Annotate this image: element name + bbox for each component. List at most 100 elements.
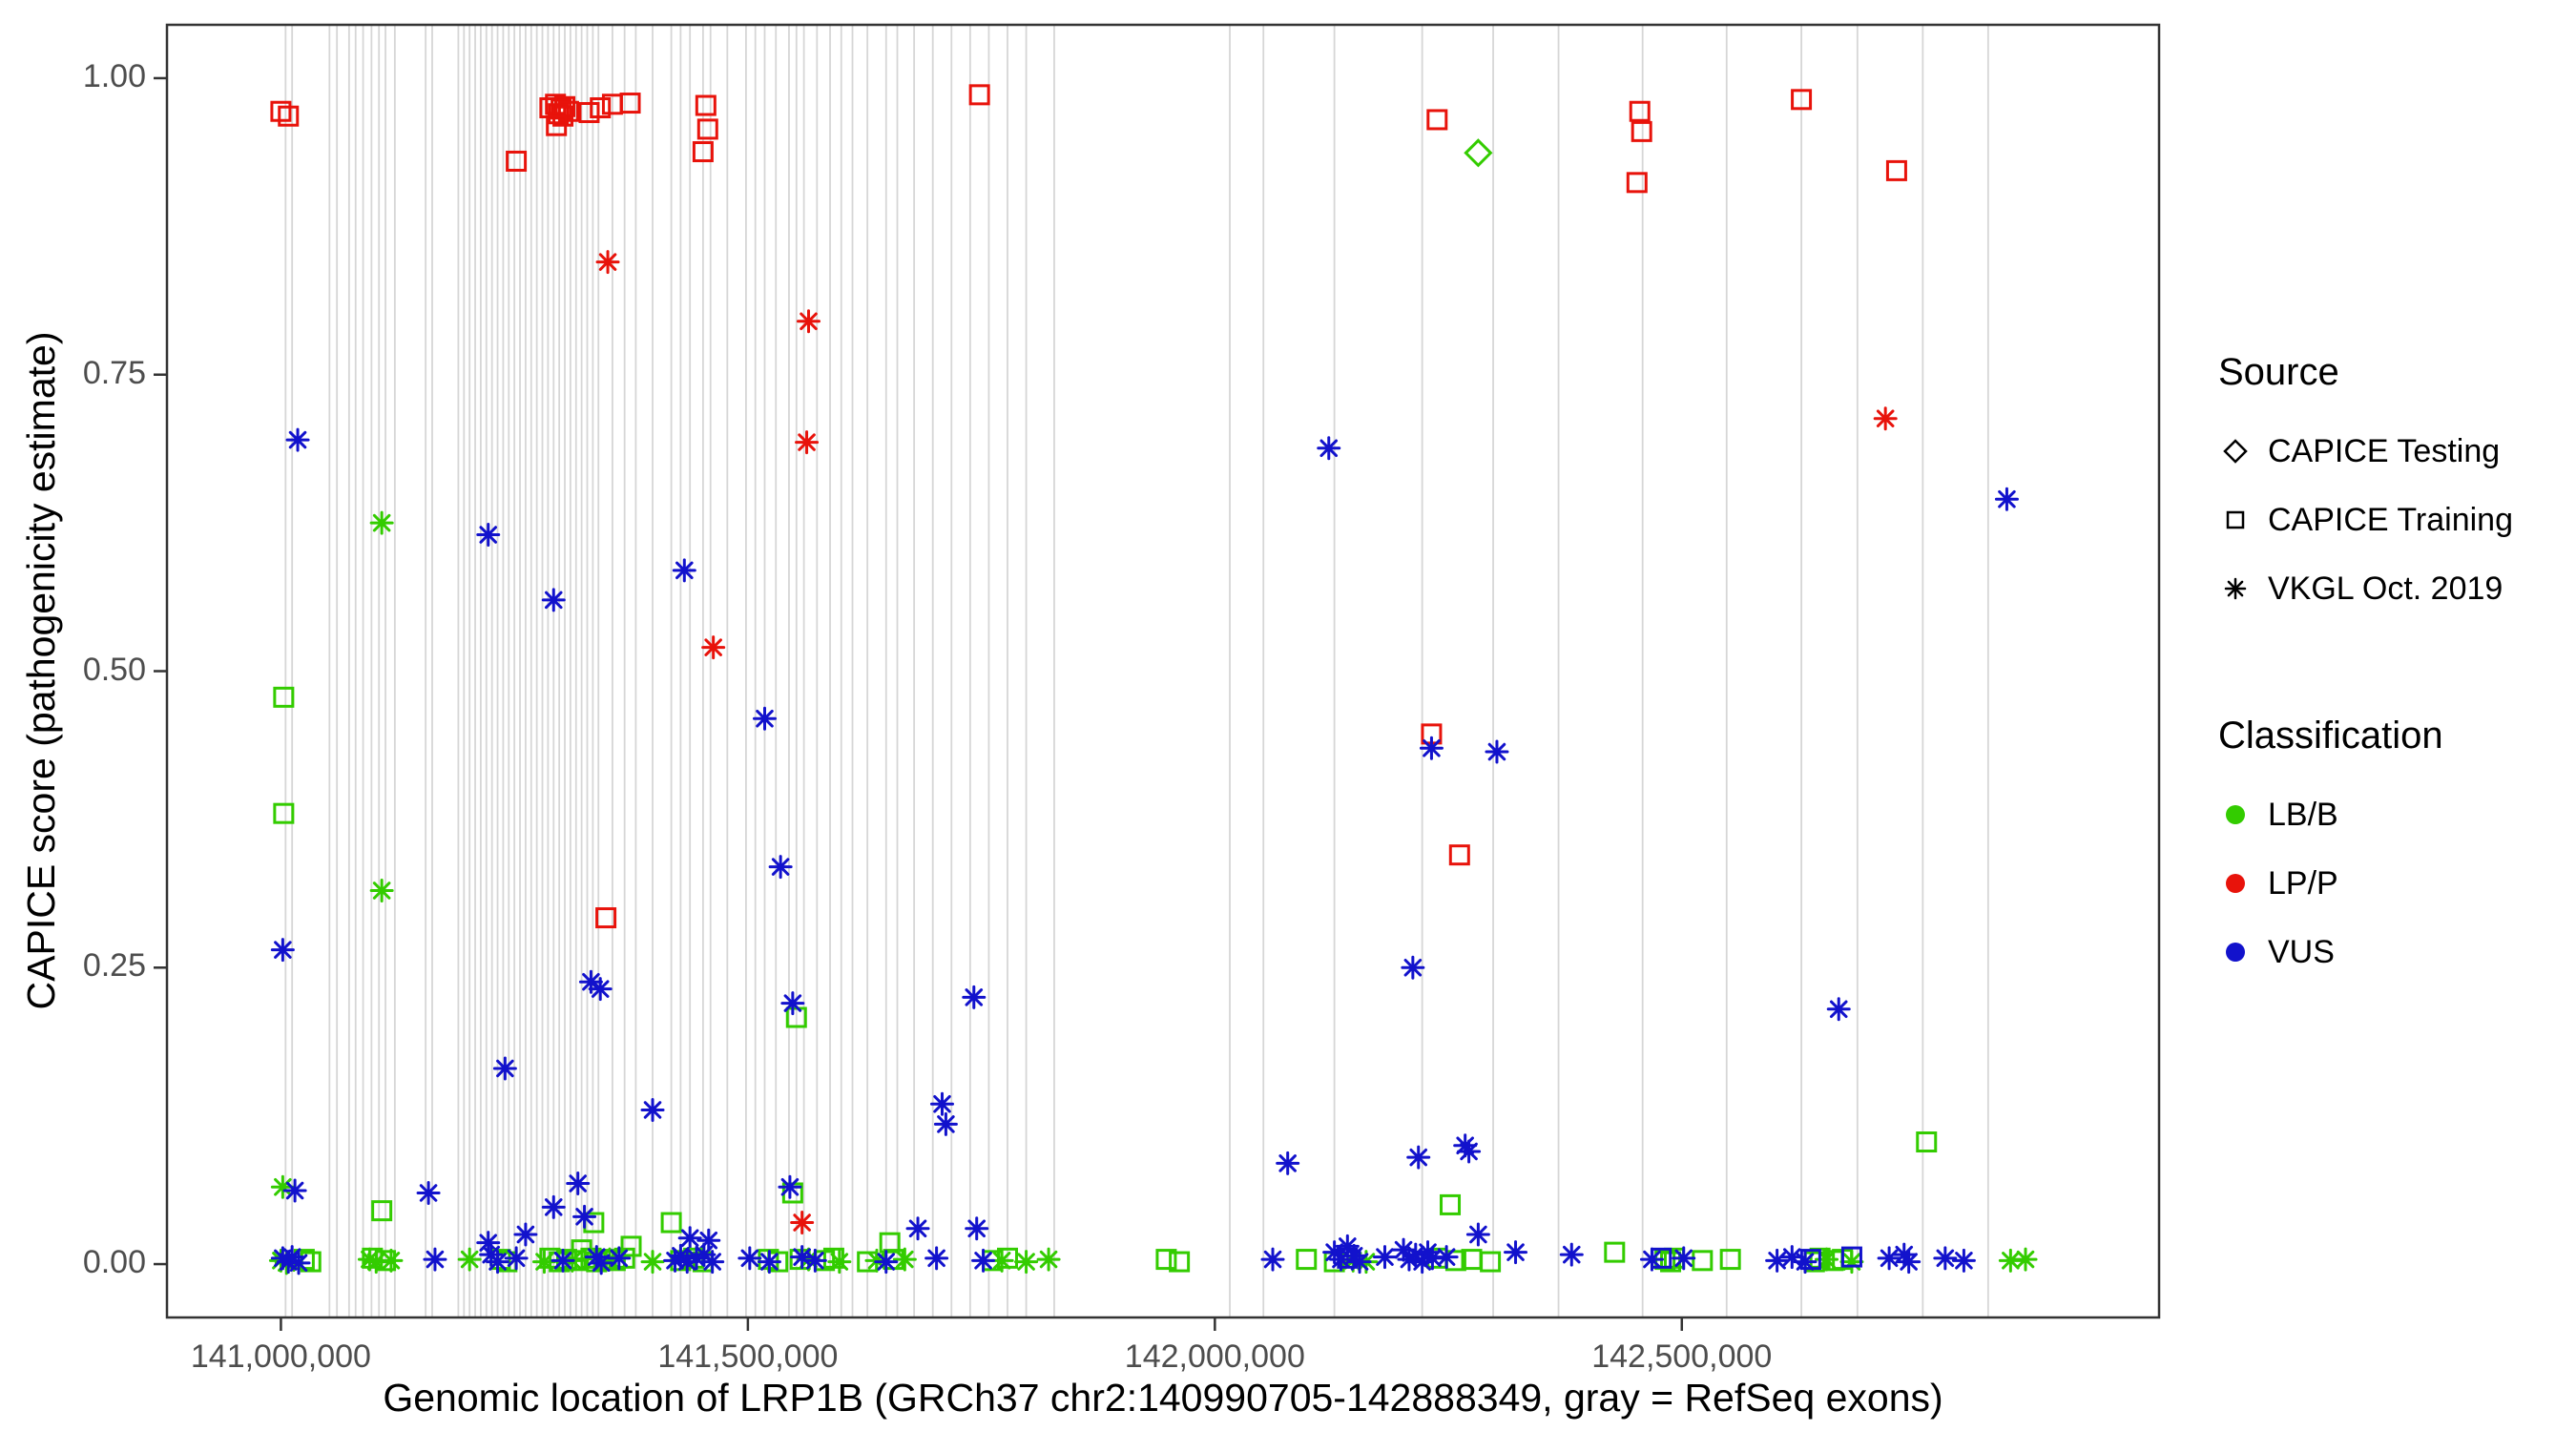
data-point-asterisk	[1877, 1246, 1901, 1271]
legend-item-label: LB/B	[2268, 796, 2338, 833]
data-point-asterisk	[1873, 406, 1898, 431]
data-point-square	[692, 141, 714, 163]
data-point-asterisk	[541, 588, 566, 612]
data-point-asterisk	[1420, 1246, 1444, 1271]
panel-border	[165, 23, 2161, 1319]
data-point-square	[968, 84, 990, 106]
y-tick-label: 0.50	[82, 651, 146, 688]
data-point-asterisk	[1036, 1247, 1061, 1272]
data-point-asterisk	[874, 1250, 899, 1275]
data-point-square	[590, 97, 612, 119]
data-point-asterisk	[566, 1172, 591, 1196]
data-point-asterisk	[640, 1097, 665, 1122]
data-point-asterisk	[640, 1250, 665, 1275]
x-tick-label: 142,500,000	[1591, 1338, 1773, 1375]
data-point-square	[1631, 120, 1652, 142]
data-point-asterisk	[595, 250, 620, 275]
lbb-dot-icon	[2218, 798, 2268, 832]
data-point-asterisk	[531, 1250, 556, 1275]
data-point-asterisk	[551, 1248, 575, 1273]
data-point-square	[1629, 100, 1651, 122]
legend-source-title: Source	[2218, 351, 2339, 393]
legend-item-label: VUS	[2268, 933, 2335, 970]
data-point-asterisk	[1765, 1248, 1790, 1273]
data-point-asterisk	[1419, 736, 1444, 760]
data-point-asterisk	[1276, 1151, 1300, 1175]
data-point-asterisk	[369, 510, 394, 535]
data-point-asterisk	[778, 1174, 802, 1199]
data-point-asterisk	[1347, 1250, 1372, 1275]
data-point-asterisk	[1317, 436, 1341, 461]
data-point-asterisk	[2013, 1247, 2038, 1272]
data-point-asterisk	[1672, 1246, 1696, 1271]
data-point-asterisk	[541, 1194, 566, 1219]
legend-item-vus: VUS	[2218, 918, 2513, 986]
data-point-asterisk	[757, 1250, 781, 1275]
data-point-asterisk	[701, 635, 726, 660]
data-point-square	[273, 802, 295, 824]
y-tick-label: 0.75	[82, 354, 146, 391]
data-point-asterisk	[1014, 1250, 1039, 1275]
y-tick-label: 1.00	[82, 57, 146, 94]
data-point-asterisk	[752, 706, 777, 731]
data-point-asterisk	[486, 1250, 510, 1275]
data-point-asterisk	[737, 1246, 762, 1271]
data-point-asterisk	[1485, 739, 1509, 764]
data-point-square	[1916, 1131, 1938, 1153]
data-point-asterisk	[504, 1246, 529, 1271]
data-point-asterisk	[892, 1247, 917, 1272]
data-point-asterisk	[379, 1248, 404, 1273]
x-tick-label: 141,000,000	[190, 1338, 371, 1375]
data-point-square	[1426, 109, 1448, 131]
legend-item-capice-testing: CAPICE Testing	[2218, 417, 2513, 486]
data-point-asterisk	[795, 430, 820, 455]
data-point-square	[371, 1200, 393, 1222]
x-tick-label: 141,500,000	[657, 1338, 839, 1375]
vus-dot-icon	[2218, 935, 2268, 969]
data-point-asterisk	[1457, 1139, 1482, 1164]
data-point-asterisk	[513, 1222, 538, 1247]
legend-classification-section: Classification LB/B LP/P	[2218, 715, 2513, 986]
data-point-square	[1440, 1193, 1462, 1215]
data-point-asterisk	[1401, 955, 1425, 980]
data-point-square	[660, 1212, 682, 1234]
legend-classification-title: Classification	[2218, 715, 2443, 757]
data-point-asterisk	[933, 1111, 958, 1136]
data-point-asterisk	[700, 1250, 725, 1275]
data-point-asterisk	[416, 1180, 441, 1205]
data-point-asterisk	[1933, 1246, 1958, 1271]
legend-item-label: VKGL Oct. 2019	[2268, 570, 2503, 607]
data-point-square	[551, 98, 572, 120]
data-point-square	[619, 93, 641, 114]
data-point-asterisk	[971, 1248, 996, 1273]
data-point-asterisk	[962, 985, 987, 1009]
data-point-square	[1791, 89, 1813, 111]
data-point-asterisk	[282, 1178, 307, 1203]
data-point-square	[620, 1235, 642, 1257]
data-point-asterisk	[965, 1216, 989, 1241]
data-point-asterisk	[780, 991, 805, 1016]
data-point-square	[546, 114, 568, 136]
data-point-square	[278, 105, 300, 127]
data-point-asterisk	[270, 938, 295, 963]
data-point-asterisk	[790, 1211, 815, 1235]
legend-item-lbb: LB/B	[2218, 780, 2513, 849]
legend-gap	[2218, 623, 2513, 715]
data-point-asterisk	[672, 558, 696, 583]
data-point-asterisk	[572, 1204, 597, 1229]
data-point-asterisk	[1434, 1245, 1459, 1270]
data-point-square	[375, 1250, 397, 1272]
data-point-square	[997, 1247, 1019, 1269]
data-point-asterisk	[677, 1226, 702, 1251]
data-point-square	[273, 686, 295, 708]
data-point-asterisk	[476, 523, 501, 548]
data-point-square	[1840, 1246, 1862, 1268]
legend: Source CAPICE Testing CAPICE Training	[2218, 351, 2513, 986]
data-point-square	[506, 150, 528, 172]
data-point-diamond	[1464, 138, 1493, 168]
data-point-square	[362, 1247, 384, 1269]
lpp-dot-icon	[2218, 866, 2268, 901]
data-point-square	[1799, 1249, 1821, 1271]
data-point-square	[1169, 1251, 1191, 1273]
